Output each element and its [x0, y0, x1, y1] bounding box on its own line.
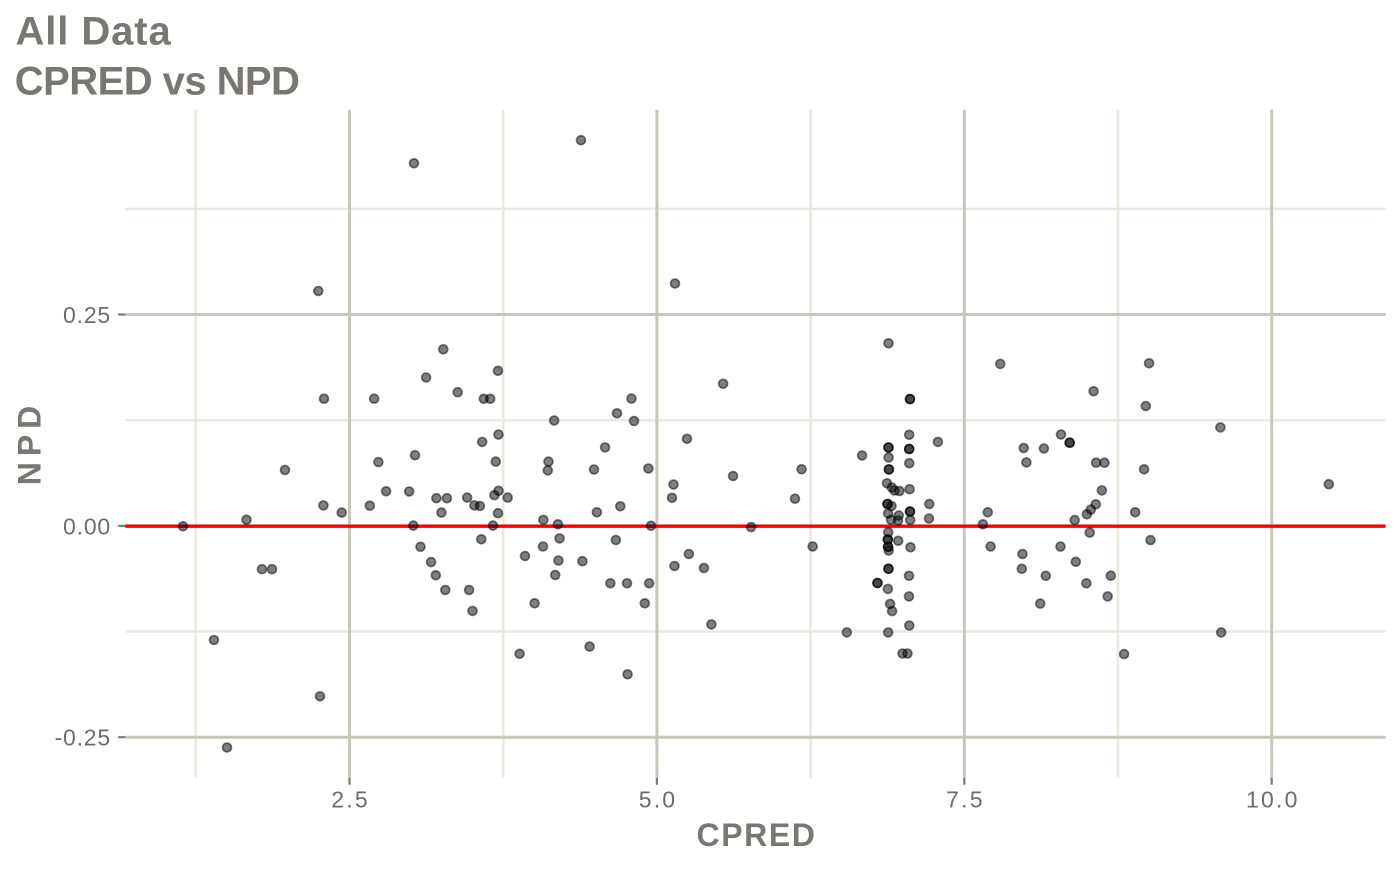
svg-text:10.0: 10.0: [1246, 787, 1300, 813]
svg-text:2.5: 2.5: [331, 787, 370, 813]
svg-text:5.0: 5.0: [639, 787, 678, 813]
svg-text:0.25: 0.25: [63, 302, 111, 328]
svg-text:-0.25: -0.25: [55, 725, 111, 751]
svg-text:7.5: 7.5: [946, 787, 985, 813]
svg-text:All Data: All Data: [16, 10, 172, 54]
svg-text:NPD: NPD: [12, 400, 48, 486]
svg-text:CPRED vs NPD: CPRED vs NPD: [15, 59, 300, 103]
svg-text:CPRED: CPRED: [696, 817, 816, 853]
svg-text:0.00: 0.00: [63, 513, 111, 539]
